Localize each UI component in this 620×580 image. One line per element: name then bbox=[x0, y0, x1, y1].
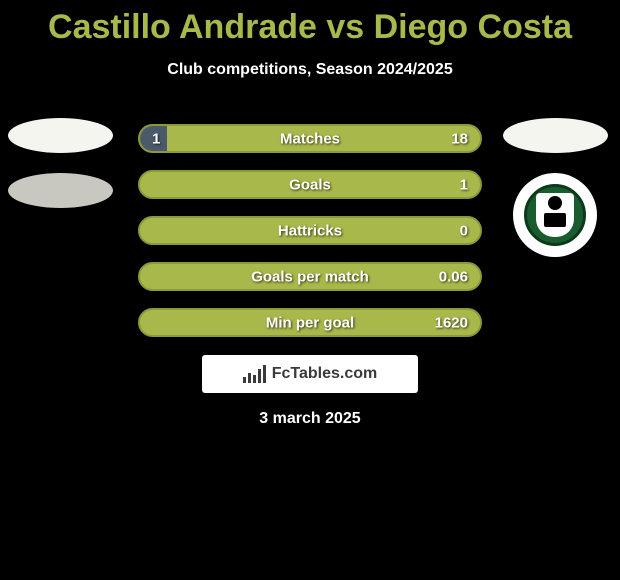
stat-right-value: 18 bbox=[451, 130, 468, 147]
stat-label: Min per goal bbox=[140, 314, 480, 331]
player1-photo-placeholder bbox=[8, 118, 113, 153]
stat-right-value: 0 bbox=[460, 222, 468, 239]
stat-right-value: 0.06 bbox=[439, 268, 468, 285]
stat-label: Goals per match bbox=[140, 268, 480, 285]
page-title: Castillo Andrade vs Diego Costa bbox=[0, 0, 620, 47]
player2-photo-placeholder bbox=[503, 118, 608, 153]
page-subtitle: Club competitions, Season 2024/2025 bbox=[0, 61, 620, 79]
date-text: 3 march 2025 bbox=[0, 410, 620, 428]
stat-row-goals-per-match: Goals per match 0.06 bbox=[138, 262, 482, 291]
footer-brand-badge: FcTables.com bbox=[202, 355, 418, 393]
stat-right-value: 1 bbox=[460, 176, 468, 193]
player2-avatars bbox=[503, 118, 608, 257]
stat-left-value: 1 bbox=[152, 130, 160, 147]
stat-right-value: 1620 bbox=[435, 314, 468, 331]
club-crest-icon bbox=[524, 184, 586, 246]
footer-brand-text: FcTables.com bbox=[272, 365, 378, 383]
stat-row-matches: 1 Matches 18 bbox=[138, 124, 482, 153]
stat-label: Goals bbox=[140, 176, 480, 193]
player1-club-placeholder bbox=[8, 173, 113, 208]
stat-label: Matches bbox=[140, 130, 480, 147]
player1-avatars bbox=[8, 118, 113, 208]
bar-chart-icon bbox=[243, 365, 266, 383]
stat-row-hattricks: Hattricks 0 bbox=[138, 216, 482, 245]
stat-row-min-per-goal: Min per goal 1620 bbox=[138, 308, 482, 337]
stat-label: Hattricks bbox=[140, 222, 480, 239]
stats-bars: 1 Matches 18 Goals 1 Hattricks 0 Goals p… bbox=[138, 124, 482, 354]
player2-club-logo bbox=[513, 173, 597, 257]
stat-row-goals: Goals 1 bbox=[138, 170, 482, 199]
